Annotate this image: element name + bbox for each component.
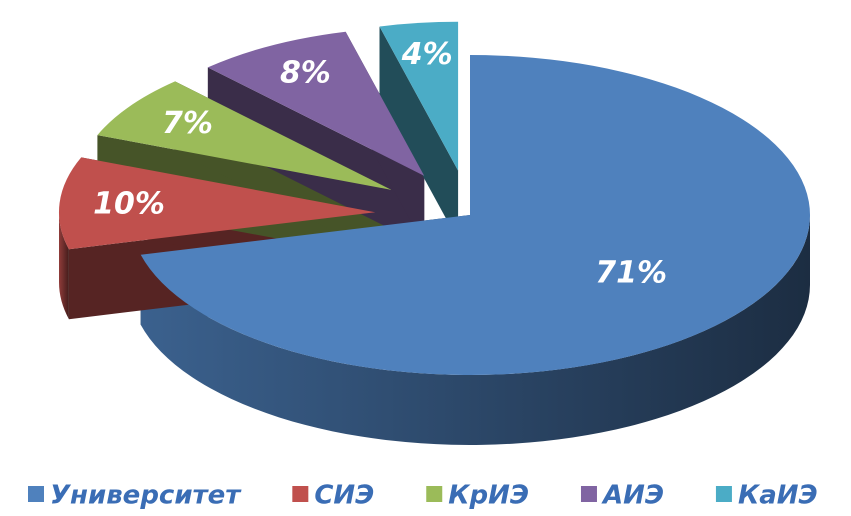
slice	[140, 55, 811, 375]
legend-label: КрИЭ	[448, 481, 529, 511]
slice-side	[379, 26, 459, 241]
legend-swatch	[426, 486, 443, 502]
legend-label: КаИЭ	[738, 481, 818, 511]
slice	[97, 81, 392, 190]
slice	[58, 157, 376, 250]
legend-swatch	[292, 486, 309, 502]
data-label: 4%	[401, 37, 453, 72]
data-label: 8%	[280, 56, 331, 91]
legend-label: АИЭ	[601, 481, 664, 511]
data-label: 71%	[595, 255, 667, 290]
slice	[207, 31, 425, 176]
legend-label: СИЭ	[314, 481, 374, 511]
data-label: 7%	[162, 106, 213, 141]
data-label: 10%	[93, 186, 165, 221]
legend-swatch	[715, 486, 732, 502]
tops	[58, 21, 811, 375]
legend-label: Университет	[50, 481, 242, 511]
slice-wall	[140, 215, 810, 445]
legend-swatch	[580, 486, 597, 502]
slice	[379, 21, 459, 171]
slice-wall	[58, 212, 69, 320]
legend-swatch	[28, 486, 44, 502]
labels: 71% 10% 7% 8% 4%	[93, 37, 667, 290]
